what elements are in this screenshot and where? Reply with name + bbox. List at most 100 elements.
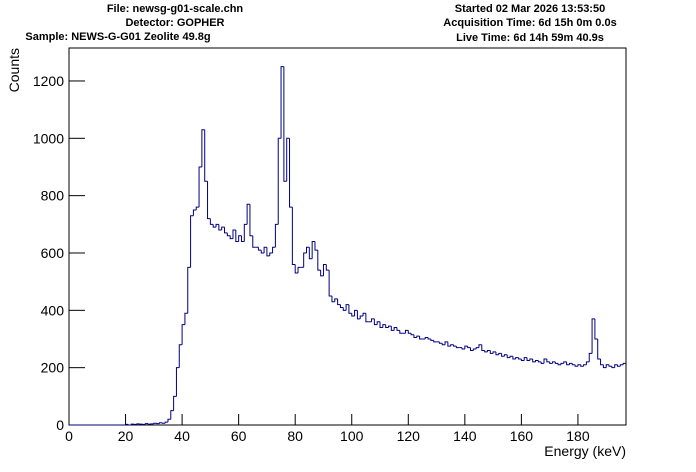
histogram-bin xyxy=(469,347,474,351)
histogram-bin xyxy=(475,347,479,350)
histogram-bin xyxy=(427,337,431,340)
histogram-bin xyxy=(170,410,174,420)
histogram-bin xyxy=(274,223,279,248)
histogram-bin xyxy=(588,352,593,362)
histogram-bin xyxy=(385,324,389,329)
histogram-bin xyxy=(362,312,366,317)
histogram-bin xyxy=(583,364,587,367)
histogram-bin xyxy=(243,223,248,242)
histogram-bin xyxy=(554,361,559,364)
histogram-bin xyxy=(348,304,352,314)
histogram-bin xyxy=(314,241,318,251)
histogram-bin xyxy=(130,423,135,425)
histogram-bin xyxy=(509,355,513,358)
histogram-bin xyxy=(246,203,250,225)
histogram-bin xyxy=(387,325,392,328)
histogram-bin xyxy=(560,362,564,365)
histogram-bin xyxy=(464,345,468,350)
histogram-bin xyxy=(563,361,567,364)
histogram-bin xyxy=(269,252,273,256)
histogram-bin xyxy=(512,356,516,360)
histogram-bin xyxy=(518,357,522,360)
histogram-bin xyxy=(467,346,471,349)
histogram-bin xyxy=(320,270,324,277)
histogram-bin xyxy=(410,333,414,336)
x-tick-label: 20 xyxy=(118,428,134,444)
histogram-bin xyxy=(164,421,168,424)
histogram-bin xyxy=(461,347,465,350)
histogram-bin xyxy=(503,354,508,357)
histogram-bin xyxy=(195,206,200,210)
histogram-bin xyxy=(430,338,434,341)
histogram-bin xyxy=(506,354,511,359)
histogram-bin xyxy=(580,364,584,367)
x-tick-label: 80 xyxy=(287,428,303,444)
histogram-bin xyxy=(393,327,397,331)
histogram-bin xyxy=(306,246,310,253)
histogram-bin xyxy=(280,66,284,139)
histogram-bin xyxy=(308,247,313,260)
histogram-bin xyxy=(345,304,349,311)
histogram-bin xyxy=(390,326,395,331)
histogram-bin xyxy=(297,266,301,274)
x-tick-label: 120 xyxy=(397,428,421,444)
histogram-bin xyxy=(207,181,211,220)
histogram-bin xyxy=(585,361,590,365)
histogram-bin xyxy=(382,324,386,328)
histogram-bin xyxy=(184,312,188,325)
histogram-bin xyxy=(272,246,276,253)
y-tick-label: 800 xyxy=(41,188,65,204)
y-tick-label: 200 xyxy=(41,360,65,376)
histogram-bin xyxy=(489,350,494,354)
x-tick-label: 140 xyxy=(453,428,477,444)
histogram-bin xyxy=(515,357,519,360)
histogram-bin xyxy=(175,367,180,397)
histogram-bin xyxy=(419,336,423,340)
y-axis-title: Counts xyxy=(6,48,22,92)
x-tick-label: 180 xyxy=(566,428,590,444)
histogram-bin xyxy=(136,423,140,425)
histogram-bin xyxy=(520,359,525,361)
histogram-bin xyxy=(614,364,618,368)
histogram-bin xyxy=(209,218,214,225)
histogram-bin xyxy=(294,264,299,274)
histogram-bin xyxy=(571,363,576,366)
histogram-bin xyxy=(204,129,208,182)
histogram-bin xyxy=(291,207,296,265)
histogram-bin xyxy=(424,337,429,339)
histogram-bin xyxy=(416,335,420,338)
header-acq-time: Acquisition Time: 6d 15h 0m 0.0s xyxy=(443,17,616,29)
histogram-bin xyxy=(450,344,454,347)
histogram-bin xyxy=(484,350,488,353)
histogram-bin xyxy=(249,204,253,237)
histogram-bin xyxy=(190,215,194,268)
histogram-bin xyxy=(404,329,409,334)
histogram-bin xyxy=(577,364,581,367)
header-file: File: newsg-g01-scale.chn xyxy=(107,3,244,15)
histogram-bin xyxy=(325,264,330,271)
histogram-bin xyxy=(232,229,236,239)
header-started: Started 02 Mar 2026 13:53:50 xyxy=(455,3,605,15)
histogram-bin xyxy=(557,363,561,366)
histogram-bin xyxy=(600,359,604,366)
x-tick-label: 0 xyxy=(65,428,73,444)
histogram-bin xyxy=(334,298,338,302)
histogram-bin xyxy=(413,334,417,339)
histogram-bin xyxy=(283,66,287,182)
histogram-bin xyxy=(359,315,364,319)
histogram-bin xyxy=(549,361,553,364)
x-tick-label: 40 xyxy=(174,428,190,444)
histogram-bin xyxy=(379,321,383,329)
histogram-bin xyxy=(303,252,307,268)
histogram-bin xyxy=(257,247,262,251)
histogram-bin xyxy=(198,166,202,208)
header-live-time: Live Time: 6d 14h 59m 40.9s xyxy=(456,32,604,44)
histogram-bin xyxy=(574,364,578,367)
y-tick-label: 400 xyxy=(41,302,65,318)
histogram-bin xyxy=(537,360,542,363)
histogram-bin xyxy=(371,318,375,322)
histogram-bin xyxy=(339,304,344,308)
histogram-bin xyxy=(263,246,267,253)
histogram-bin xyxy=(472,348,477,351)
